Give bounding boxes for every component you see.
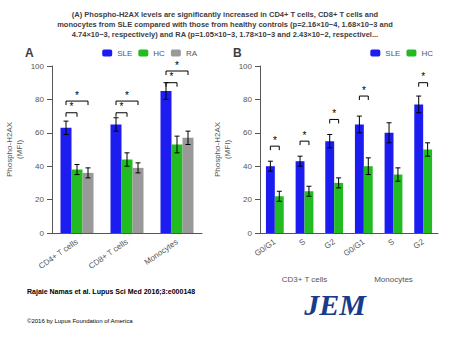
svg-text:*: * xyxy=(75,90,79,101)
svg-text:*: * xyxy=(421,71,425,82)
svg-text:0: 0 xyxy=(40,229,45,238)
svg-text:S: S xyxy=(298,237,308,247)
svg-text:Monocytes: Monocytes xyxy=(374,275,413,284)
svg-text:CD3+ T cells: CD3+ T cells xyxy=(282,275,328,284)
svg-text:*: * xyxy=(273,135,277,146)
svg-text:4.74×10−3, respectively) and R: 4.74×10−3, respectively) and RA (p=1.05×… xyxy=(72,30,378,39)
svg-text:*: * xyxy=(170,71,174,82)
svg-text:60: 60 xyxy=(35,128,44,137)
svg-text:100: 100 xyxy=(239,62,253,71)
svg-text:©2016 by Lupus Foundation of A: ©2016 by Lupus Foundation of America xyxy=(27,318,133,324)
svg-text:(MFI): (MFI) xyxy=(15,140,24,159)
svg-text:Phospho-H2AX: Phospho-H2AX xyxy=(213,121,222,177)
svg-text:Rajaie Namas et al. Lupus Sci: Rajaie Namas et al. Lupus Sci Med 2016;3… xyxy=(27,288,195,296)
svg-text:CD8+ T cells: CD8+ T cells xyxy=(87,237,130,271)
svg-text:*: * xyxy=(70,101,74,112)
svg-text:CD4+ T cells: CD4+ T cells xyxy=(37,237,80,271)
svg-text:*: * xyxy=(175,60,179,71)
svg-text:*: * xyxy=(362,85,366,96)
svg-text:monocytes from SLE compared wi: monocytes from SLE compared with those f… xyxy=(57,20,393,29)
svg-text:(A) Phospho-H2AX levels are si: (A) Phospho-H2AX levels are significantl… xyxy=(72,10,379,19)
svg-text:G0/G1: G0/G1 xyxy=(342,237,367,258)
svg-text:80: 80 xyxy=(243,95,252,104)
svg-text:HC: HC xyxy=(421,49,433,58)
svg-text:20: 20 xyxy=(35,195,44,204)
svg-text:(MFI): (MFI) xyxy=(223,140,232,159)
svg-text:SLE: SLE xyxy=(117,49,132,58)
svg-text:0: 0 xyxy=(248,229,253,238)
svg-text:20: 20 xyxy=(243,195,252,204)
svg-text:S: S xyxy=(387,237,397,247)
svg-text:A: A xyxy=(25,46,34,60)
svg-text:G0/G1: G0/G1 xyxy=(253,237,278,258)
svg-text:SLE: SLE xyxy=(385,49,400,58)
svg-text:80: 80 xyxy=(35,95,44,104)
svg-text:40: 40 xyxy=(243,162,252,171)
svg-text:JEM: JEM xyxy=(303,288,367,321)
svg-text:100: 100 xyxy=(31,62,45,71)
svg-text:G2: G2 xyxy=(323,237,337,251)
svg-text:G2: G2 xyxy=(412,237,426,251)
svg-text:40: 40 xyxy=(35,162,44,171)
svg-text:*: * xyxy=(125,90,129,101)
svg-text:Monocytes: Monocytes xyxy=(143,237,180,267)
svg-text:B: B xyxy=(233,46,242,60)
svg-text:60: 60 xyxy=(243,128,252,137)
svg-text:*: * xyxy=(332,108,336,119)
svg-text:HC: HC xyxy=(153,49,165,58)
svg-text:RA: RA xyxy=(186,49,198,58)
svg-text:*: * xyxy=(303,130,307,141)
svg-text:*: * xyxy=(120,101,124,112)
svg-text:Phospho-H2AX: Phospho-H2AX xyxy=(5,121,14,177)
